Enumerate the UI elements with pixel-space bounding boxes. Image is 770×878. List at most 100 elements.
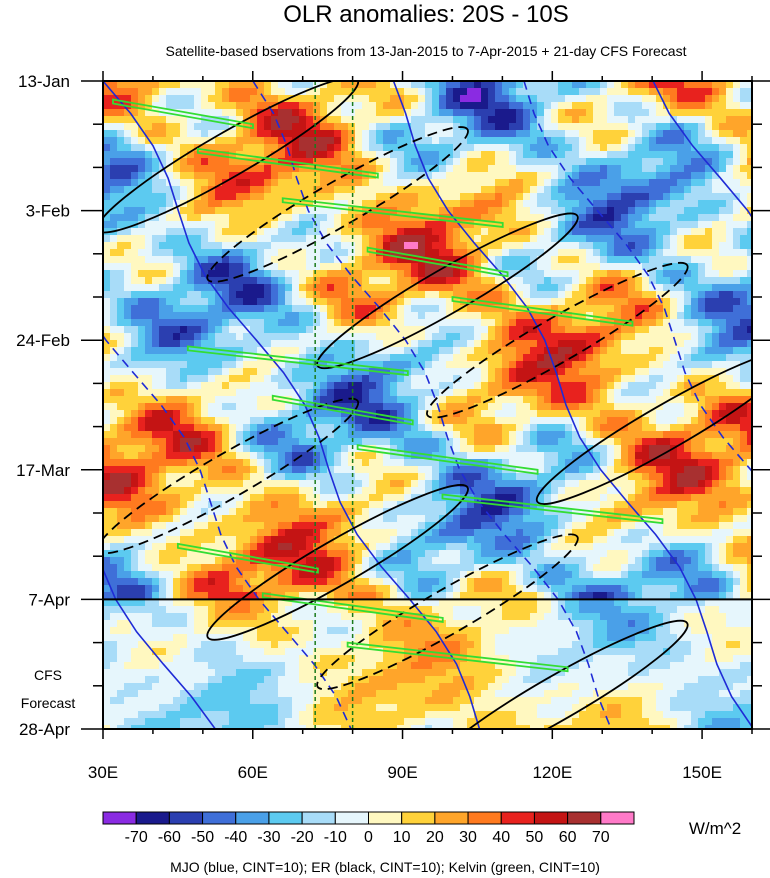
field-cell	[404, 403, 412, 411]
field-cell	[383, 263, 391, 271]
field-cell	[635, 179, 643, 187]
field-cell	[579, 242, 587, 250]
field-cell	[180, 312, 188, 320]
field-cell	[236, 361, 244, 369]
field-cell	[285, 333, 293, 341]
field-cell	[418, 242, 426, 250]
field-cell	[439, 431, 447, 439]
field-cell	[446, 417, 454, 425]
field-cell	[278, 431, 286, 439]
field-cell	[537, 445, 545, 453]
field-cell	[117, 186, 125, 194]
field-cell	[166, 403, 174, 411]
field-cell	[250, 424, 258, 432]
field-cell	[341, 193, 349, 201]
field-cell	[327, 81, 335, 89]
field-cell	[250, 284, 258, 292]
field-cell	[747, 81, 752, 89]
field-cell	[467, 354, 475, 362]
field-cell	[201, 158, 209, 166]
field-cell	[173, 452, 181, 460]
field-cell	[250, 291, 258, 299]
field-cell	[166, 389, 174, 397]
field-cell	[558, 193, 566, 201]
field-cell	[250, 298, 258, 306]
field-cell	[565, 207, 573, 215]
field-cell	[621, 214, 629, 222]
field-cell	[663, 333, 671, 341]
field-cell	[551, 256, 559, 264]
field-cell	[502, 270, 510, 278]
field-cell	[152, 193, 160, 201]
field-cell	[733, 130, 741, 138]
field-cell	[684, 95, 692, 103]
field-cell	[607, 298, 615, 306]
field-cell	[481, 151, 489, 159]
field-cell	[180, 403, 188, 411]
field-cell	[656, 319, 664, 327]
field-cell	[222, 165, 230, 173]
field-cell	[362, 179, 370, 187]
field-cell	[348, 347, 356, 355]
field-cell	[495, 361, 503, 369]
field-cell	[551, 333, 559, 341]
field-cell	[397, 403, 405, 411]
field-cell	[481, 431, 489, 439]
field-cell	[222, 438, 230, 446]
field-cell	[544, 263, 552, 271]
field-cell	[726, 81, 734, 89]
field-cell	[285, 305, 293, 313]
field-cell	[621, 347, 629, 355]
field-cell	[341, 81, 349, 89]
field-cell	[509, 445, 517, 453]
field-cell	[299, 382, 307, 390]
field-cell	[509, 193, 517, 201]
field-cell	[145, 242, 153, 250]
field-cell	[110, 151, 118, 159]
field-cell	[628, 438, 636, 446]
field-cell	[257, 333, 265, 341]
field-cell	[614, 375, 622, 383]
field-cell	[502, 438, 510, 446]
field-cell	[586, 102, 594, 110]
field-cell	[418, 375, 426, 383]
field-cell	[488, 291, 496, 299]
field-cell	[362, 452, 370, 460]
field-cell	[502, 347, 510, 355]
field-cell	[572, 403, 580, 411]
field-cell	[649, 200, 657, 208]
field-cell	[705, 207, 713, 215]
field-cell	[481, 123, 489, 131]
field-cell	[376, 361, 384, 369]
field-cell	[383, 81, 391, 89]
field-cell	[145, 375, 153, 383]
field-cell	[348, 438, 356, 446]
field-cell	[243, 242, 251, 250]
field-cell	[572, 256, 580, 264]
field-cell	[166, 333, 174, 341]
field-cell	[586, 144, 594, 152]
field-cell	[327, 88, 335, 96]
field-cell	[145, 410, 153, 418]
field-cell	[404, 109, 412, 117]
field-cell	[523, 221, 531, 229]
field-cell	[187, 291, 195, 299]
field-cell	[110, 424, 118, 432]
field-cell	[159, 221, 167, 229]
field-cell	[362, 151, 370, 159]
field-cell	[446, 249, 454, 257]
field-cell	[411, 368, 419, 376]
field-cell	[439, 130, 447, 138]
field-cell	[726, 375, 734, 383]
field-cell	[376, 130, 384, 138]
field-cell	[747, 235, 752, 243]
field-cell	[411, 193, 419, 201]
field-cell	[593, 389, 601, 397]
field-cell	[558, 81, 566, 89]
field-cell	[215, 214, 223, 222]
field-cell	[180, 389, 188, 397]
field-cell	[747, 123, 752, 131]
field-cell	[726, 298, 734, 306]
field-cell	[565, 403, 573, 411]
field-cell	[649, 270, 657, 278]
